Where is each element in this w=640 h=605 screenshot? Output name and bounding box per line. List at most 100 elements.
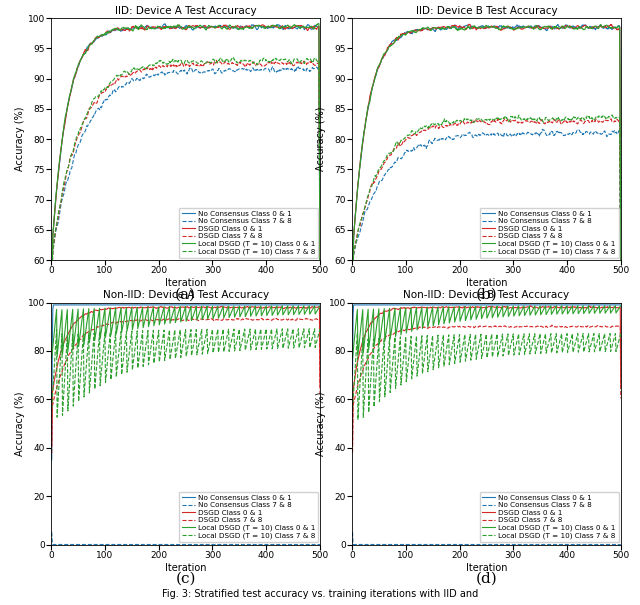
No Consensus Class 0 & 1 — [617, 262, 625, 269]
No Consensus Class 0 & 1 — [49, 301, 57, 309]
DSGD Class 7 & 8 — [310, 315, 318, 322]
Local DSGD (T = 10) Class 0 & 1 — [310, 304, 317, 312]
Line: DSGD Class 7 & 8: DSGD Class 7 & 8 — [353, 325, 621, 453]
DSGD Class 0 & 1 — [207, 23, 215, 30]
DSGD Class 0 & 1 — [617, 261, 625, 269]
Local DSGD (T = 10) Class 7 & 8 — [494, 114, 502, 122]
No Consensus Class 0 & 1 — [569, 301, 577, 309]
No Consensus Class 7 & 8 — [207, 67, 215, 74]
DSGD Class 7 & 8 — [310, 61, 318, 68]
DSGD Class 7 & 8 — [617, 263, 625, 270]
Line: DSGD Class 0 & 1: DSGD Class 0 & 1 — [52, 306, 320, 445]
Local DSGD (T = 10) Class 0 & 1 — [494, 313, 502, 321]
Line: DSGD Class 0 & 1: DSGD Class 0 & 1 — [353, 24, 621, 266]
No Consensus Class 0 & 1 — [310, 23, 318, 30]
Local DSGD (T = 10) Class 7 & 8 — [508, 113, 516, 120]
No Consensus Class 7 & 8 — [477, 131, 485, 138]
No Consensus Class 0 & 1 — [208, 301, 216, 309]
Line: Local DSGD (T = 10) Class 0 & 1: Local DSGD (T = 10) Class 0 & 1 — [353, 306, 621, 358]
DSGD Class 7 & 8 — [268, 317, 275, 324]
Local DSGD (T = 10) Class 0 & 1 — [476, 306, 484, 313]
No Consensus Class 0 & 1 — [316, 301, 324, 309]
No Consensus Class 7 & 8 — [177, 541, 185, 548]
No Consensus Class 7 & 8 — [478, 541, 486, 548]
No Consensus Class 7 & 8 — [310, 541, 318, 548]
No Consensus Class 7 & 8 — [48, 263, 56, 270]
Local DSGD (T = 10) Class 7 & 8 — [177, 351, 185, 358]
DSGD Class 7 & 8 — [494, 117, 502, 124]
Local DSGD (T = 10) Class 7 & 8 — [48, 405, 56, 413]
No Consensus Class 0 & 1 — [176, 25, 184, 32]
No Consensus Class 7 & 8 — [175, 69, 183, 76]
Local DSGD (T = 10) Class 7 & 8 — [609, 111, 616, 119]
Local DSGD (T = 10) Class 7 & 8 — [611, 114, 619, 122]
Local DSGD (T = 10) Class 7 & 8 — [612, 330, 620, 337]
Local DSGD (T = 10) Class 7 & 8 — [207, 59, 215, 66]
Local DSGD (T = 10) Class 0 & 1 — [568, 24, 576, 31]
No Consensus Class 0 & 1 — [478, 301, 486, 309]
DSGD Class 7 & 8 — [548, 321, 556, 329]
No Consensus Class 7 & 8 — [617, 541, 625, 548]
DSGD Class 0 & 1 — [508, 304, 516, 312]
No Consensus Class 0 & 1 — [193, 301, 201, 309]
DSGD Class 7 & 8 — [607, 115, 615, 122]
Line: Local DSGD (T = 10) Class 7 & 8: Local DSGD (T = 10) Class 7 & 8 — [52, 57, 320, 266]
Line: Local DSGD (T = 10) Class 7 & 8: Local DSGD (T = 10) Class 7 & 8 — [52, 329, 320, 417]
X-axis label: Iteration: Iteration — [165, 563, 206, 572]
DSGD Class 0 & 1 — [494, 304, 502, 312]
DSGD Class 0 & 1 — [349, 263, 356, 270]
DSGD Class 0 & 1 — [611, 303, 619, 310]
Local DSGD (T = 10) Class 7 & 8 — [568, 116, 576, 123]
DSGD Class 0 & 1 — [175, 304, 183, 312]
DSGD Class 0 & 1 — [494, 24, 502, 31]
Line: No Consensus Class 7 & 8: No Consensus Class 7 & 8 — [353, 532, 621, 544]
Local DSGD (T = 10) Class 0 & 1 — [316, 261, 324, 268]
DSGD Class 7 & 8 — [617, 395, 625, 402]
No Consensus Class 7 & 8 — [310, 65, 318, 72]
Local DSGD (T = 10) Class 0 & 1 — [508, 305, 516, 312]
No Consensus Class 7 & 8 — [349, 541, 357, 548]
DSGD Class 7 & 8 — [48, 263, 56, 270]
Local DSGD (T = 10) Class 0 & 1 — [477, 315, 485, 322]
Local DSGD (T = 10) Class 7 & 8 — [177, 56, 184, 64]
Local DSGD (T = 10) Class 0 & 1 — [617, 263, 625, 270]
Local DSGD (T = 10) Class 0 & 1 — [177, 318, 184, 325]
No Consensus Class 0 & 1 — [349, 263, 356, 270]
No Consensus Class 7 & 8 — [208, 541, 216, 548]
No Consensus Class 0 & 1 — [268, 24, 276, 31]
Local DSGD (T = 10) Class 7 & 8 — [208, 329, 216, 336]
Local DSGD (T = 10) Class 0 & 1 — [177, 23, 184, 30]
DSGD Class 0 & 1 — [268, 22, 276, 30]
Local DSGD (T = 10) Class 7 & 8 — [268, 345, 276, 353]
DSGD Class 0 & 1 — [48, 441, 56, 448]
Y-axis label: Accuracy (%): Accuracy (%) — [15, 391, 25, 456]
DSGD Class 7 & 8 — [207, 59, 215, 67]
Title: Non-IID: Device B Test Accuracy: Non-IID: Device B Test Accuracy — [403, 290, 570, 300]
DSGD Class 0 & 1 — [477, 304, 485, 311]
No Consensus Class 0 & 1 — [161, 20, 169, 27]
DSGD Class 0 & 1 — [217, 302, 225, 310]
Local DSGD (T = 10) Class 0 & 1 — [268, 22, 275, 30]
DSGD Class 0 & 1 — [466, 21, 474, 28]
DSGD Class 0 & 1 — [268, 304, 276, 311]
DSGD Class 0 & 1 — [259, 21, 266, 28]
No Consensus Class 0 & 1 — [509, 301, 516, 309]
DSGD Class 7 & 8 — [476, 322, 484, 330]
No Consensus Class 0 & 1 — [476, 23, 484, 30]
No Consensus Class 0 & 1 — [177, 23, 185, 30]
No Consensus Class 0 & 1 — [310, 301, 318, 309]
Legend: No Consensus Class 0 & 1, No Consensus Class 7 & 8, DSGD Class 0 & 1, DSGD Class: No Consensus Class 0 & 1, No Consensus C… — [479, 492, 619, 542]
No Consensus Class 0 & 1 — [508, 24, 516, 31]
No Consensus Class 7 & 8 — [494, 129, 502, 137]
Line: No Consensus Class 0 & 1: No Consensus Class 0 & 1 — [353, 24, 621, 266]
Local DSGD (T = 10) Class 7 & 8 — [53, 414, 61, 421]
No Consensus Class 0 & 1 — [208, 23, 216, 30]
Local DSGD (T = 10) Class 0 & 1 — [207, 306, 215, 313]
DSGD Class 0 & 1 — [476, 304, 484, 311]
Legend: No Consensus Class 0 & 1, No Consensus Class 7 & 8, DSGD Class 0 & 1, DSGD Class: No Consensus Class 0 & 1, No Consensus C… — [179, 208, 318, 258]
No Consensus Class 7 & 8 — [476, 131, 484, 139]
No Consensus Class 7 & 8 — [569, 129, 577, 136]
DSGD Class 7 & 8 — [316, 391, 324, 398]
Local DSGD (T = 10) Class 0 & 1 — [611, 23, 619, 30]
No Consensus Class 7 & 8 — [193, 541, 201, 548]
